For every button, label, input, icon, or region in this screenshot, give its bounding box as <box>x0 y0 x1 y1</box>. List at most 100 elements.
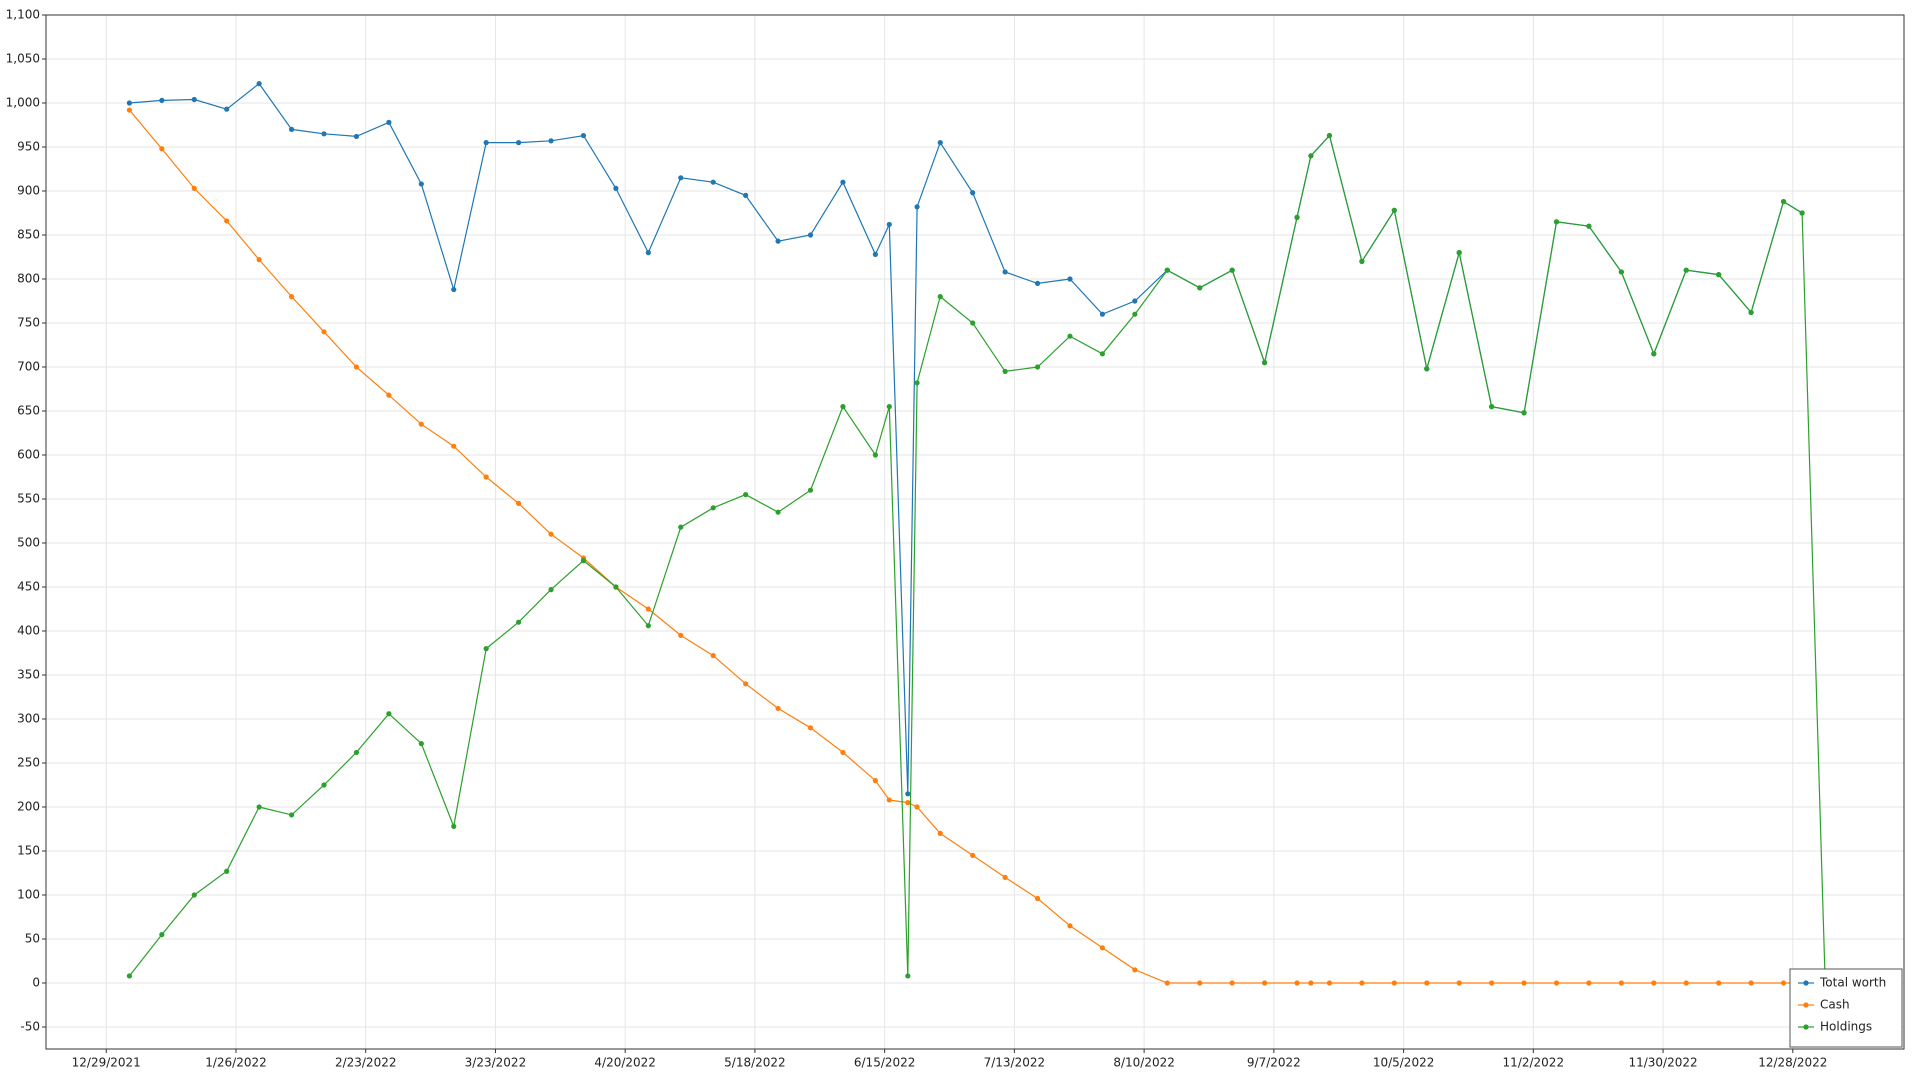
data-point <box>159 97 165 103</box>
y-tick-label: 1,000 <box>6 96 40 110</box>
data-point <box>126 973 133 979</box>
data-point <box>1034 364 1041 370</box>
legend-label: Holdings <box>1820 1020 1872 1034</box>
legend-marker <box>1803 1002 1809 1008</box>
x-tick-label: 8/10/2022 <box>1113 1056 1175 1070</box>
data-point <box>710 179 716 185</box>
y-tick-label: 750 <box>17 316 40 330</box>
data-point <box>775 705 781 712</box>
data-point <box>1132 311 1138 317</box>
data-point <box>191 892 197 898</box>
data-point <box>288 812 295 818</box>
x-tick-label: 12/28/2022 <box>1758 1056 1827 1070</box>
y-tick-label: 400 <box>17 624 40 638</box>
data-point <box>1164 267 1170 273</box>
data-point <box>353 133 360 140</box>
y-tick-label: 950 <box>17 140 40 154</box>
x-tick-label: 6/15/2022 <box>854 1056 916 1070</box>
data-point <box>1034 895 1041 902</box>
y-tick-label: 800 <box>17 272 40 286</box>
data-point <box>1359 980 1365 986</box>
data-point <box>1716 272 1722 278</box>
data-point <box>678 524 684 530</box>
data-point <box>191 185 197 191</box>
data-point <box>937 294 943 300</box>
data-point <box>1067 276 1073 282</box>
x-tick-label: 11/2/2022 <box>1503 1056 1565 1070</box>
data-point <box>775 509 781 515</box>
legend: Total worth Cash Holdings <box>1789 968 1903 1048</box>
data-point <box>1651 980 1657 986</box>
data-point <box>516 500 522 506</box>
data-point <box>645 623 651 629</box>
data-point <box>1683 980 1689 986</box>
legend-marker <box>1803 980 1809 986</box>
data-point <box>678 175 684 181</box>
data-point <box>1067 333 1073 339</box>
data-point <box>483 474 489 480</box>
data-point <box>710 653 716 659</box>
data-point <box>886 797 892 803</box>
data-point <box>386 392 392 398</box>
data-point <box>840 404 846 410</box>
data-point <box>970 190 976 196</box>
data-point <box>224 218 230 224</box>
data-point <box>516 619 522 625</box>
data-point <box>1197 285 1203 291</box>
y-tick-label: 850 <box>17 228 40 242</box>
data-point <box>743 192 749 198</box>
data-point <box>1780 980 1787 986</box>
y-tick-label: 550 <box>17 492 40 506</box>
x-tick-label: 3/23/2022 <box>465 1056 527 1070</box>
data-point <box>1002 269 1008 275</box>
data-point <box>580 132 587 139</box>
y-tick-label: 600 <box>17 448 40 462</box>
data-point <box>483 646 489 652</box>
y-tick-label: 200 <box>17 800 40 814</box>
legend-box <box>1789 968 1903 1048</box>
plot-frame <box>45 14 1905 1050</box>
y-tick-label: 1,100 <box>6 8 40 22</box>
data-point <box>548 138 554 144</box>
data-point <box>1489 980 1495 986</box>
x-tick-label: 2/23/2022 <box>335 1056 397 1070</box>
y-tick-label: 500 <box>17 536 40 550</box>
data-point <box>886 404 892 410</box>
data-point <box>872 778 878 784</box>
data-point <box>807 487 814 493</box>
y-tick-label: 700 <box>17 360 40 374</box>
data-point <box>1799 210 1805 216</box>
data-point <box>1359 258 1365 264</box>
data-point <box>451 443 457 449</box>
data-point <box>613 185 619 191</box>
data-point <box>1456 980 1462 986</box>
data-point <box>126 100 133 106</box>
data-point <box>678 632 684 639</box>
data-point <box>418 181 424 187</box>
data-point <box>159 146 165 152</box>
y-tick-label: 900 <box>17 184 40 198</box>
data-point <box>580 558 587 564</box>
data-point <box>970 852 976 859</box>
data-point <box>516 140 522 146</box>
x-tick-label: 12/29/2021 <box>72 1056 141 1070</box>
data-point <box>872 452 878 458</box>
data-point <box>645 606 651 612</box>
data-point <box>743 492 749 498</box>
data-point <box>321 329 327 335</box>
y-tick-label: 1,050 <box>6 52 40 66</box>
data-point <box>1489 404 1495 410</box>
data-point <box>1521 980 1527 986</box>
data-point <box>418 421 424 427</box>
data-point <box>905 973 911 979</box>
data-point <box>1618 980 1624 986</box>
data-point <box>288 126 295 132</box>
data-point <box>418 741 424 747</box>
data-point <box>914 380 920 386</box>
legend-label: Total worth <box>1819 976 1886 990</box>
data-point <box>937 830 943 837</box>
x-tick-label: 11/30/2022 <box>1628 1056 1697 1070</box>
